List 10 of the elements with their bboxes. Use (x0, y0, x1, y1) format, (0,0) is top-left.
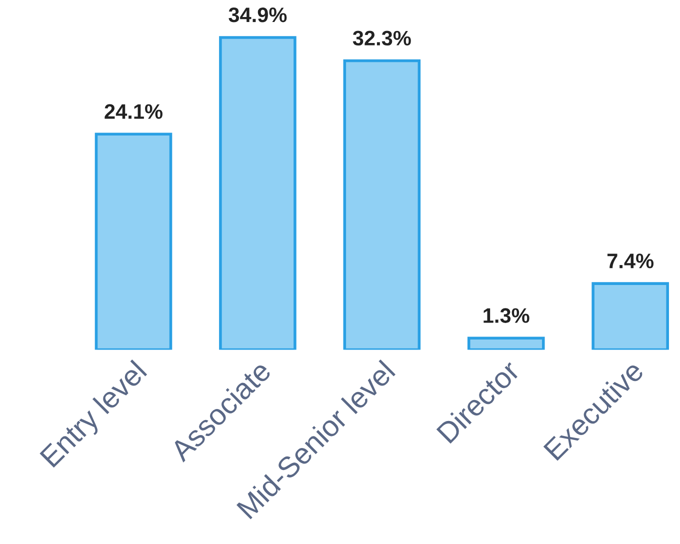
data-label: 24.1% (104, 104, 162, 119)
data-label: 7.4% (607, 254, 654, 268)
data-label: 1.3% (484, 308, 530, 323)
bar (94, 132, 172, 350)
bar (592, 282, 669, 350)
data-label: 32.3% (352, 30, 411, 46)
bar (219, 36, 296, 350)
bar (467, 336, 545, 350)
data-label: 34.9% (228, 7, 287, 22)
bar (343, 59, 421, 350)
